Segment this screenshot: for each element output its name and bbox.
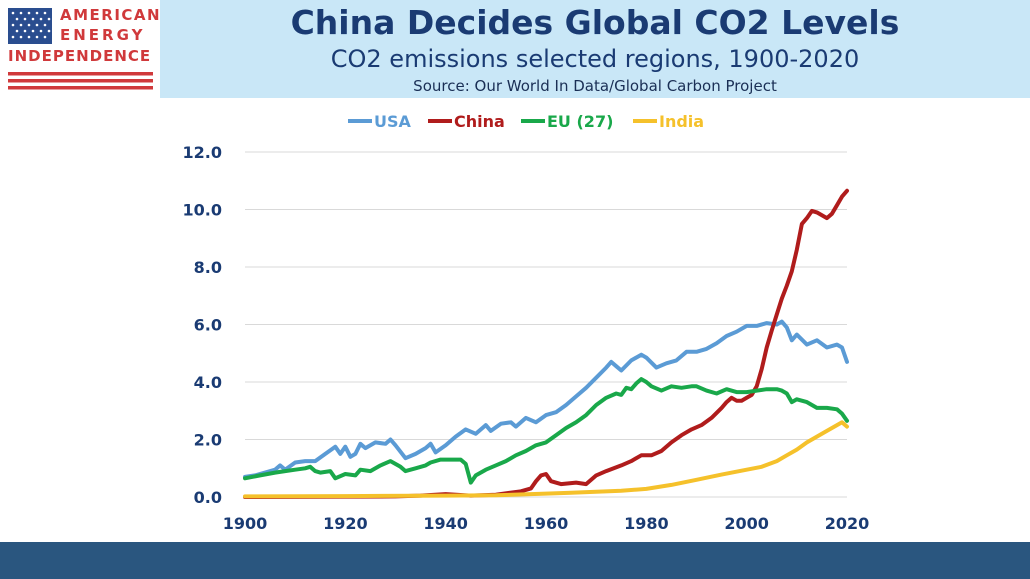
y-tick-label: 8.0 [194,258,222,277]
x-tick-label: 1980 [624,514,669,533]
page-subtitle: CO2 emissions selected regions, 1900-202… [330,45,860,73]
series-line-china [243,188,849,499]
x-tick-label: 2000 [724,514,769,533]
legend-label: EU (27) [547,112,613,131]
y-tick-label: 2.0 [194,431,222,450]
y-tick-label: 4.0 [194,373,222,392]
logo-line-2: ENERGY [60,26,146,44]
y-axis-ticks: 0.0 2.0 4.0 6.0 8.0 10.0 12.0 [183,143,222,507]
y-tick-label: 6.0 [194,316,222,335]
series-lines [243,188,849,499]
page-title: China Decides Global CO2 Levels [290,3,900,42]
series-line-eu-27 [243,377,849,485]
x-tick-label: 1960 [524,514,569,533]
x-tick-label: 1900 [223,514,268,533]
header-band [0,0,1030,98]
y-tick-label: 10.0 [183,201,222,220]
x-tick-label: 1940 [423,514,468,533]
y-tick-label: 0.0 [194,488,222,507]
legend-label: China [454,112,505,131]
us-flag-icon [8,8,52,44]
footer-band [0,542,1030,579]
x-tick-label: 1920 [323,514,368,533]
series-line-india [243,420,849,499]
source-note: Source: Our World In Data/Global Carbon … [413,77,777,95]
legend-label: USA [374,112,412,131]
legend: USA China EU (27) India [348,112,704,131]
logo-line-3: INDEPENDENCE [8,47,152,65]
logo-stripes [8,72,153,90]
logo-line-1: AMERICAN [60,6,162,24]
co2-line-chart: USA China EU (27) India 1900 1920 1940 1960 198… [183,112,870,533]
legend-label: India [659,112,704,131]
x-axis-ticks: 1900 1920 1940 1960 1980 2000 2020 [223,514,870,533]
y-tick-label: 12.0 [183,143,222,162]
x-tick-label: 2020 [825,514,870,533]
logo: AMERICAN ENERGY INDEPENDENCE [0,0,160,98]
series-line-usa [243,319,849,479]
